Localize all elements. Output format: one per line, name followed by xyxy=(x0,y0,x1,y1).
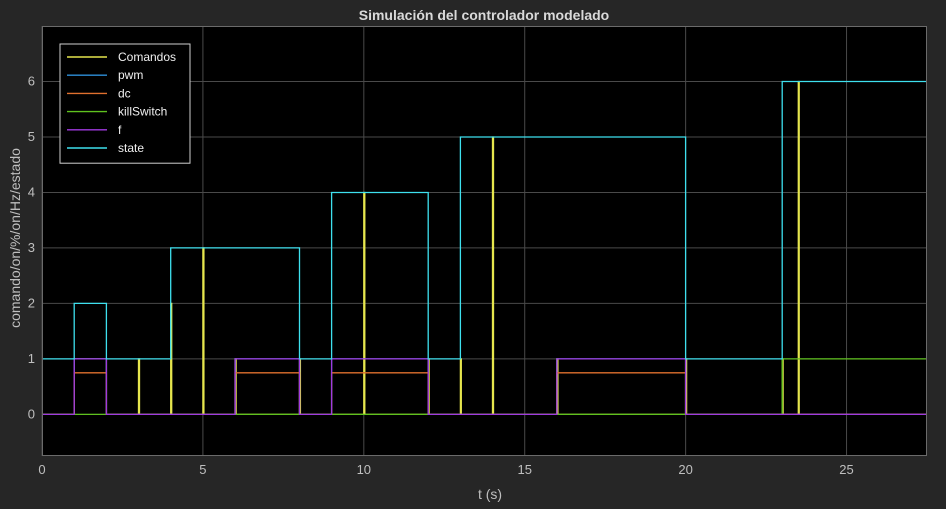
series-line-f xyxy=(42,358,927,416)
legend: Comandos pwm dc killSwitch f state xyxy=(59,43,191,164)
x-tick-labels: 0 5 10 15 20 25 xyxy=(38,462,853,477)
legend-label-f: f xyxy=(118,123,122,137)
y-tick-label: 6 xyxy=(28,73,35,88)
legend-label-state: state xyxy=(118,141,144,155)
x-tick-label: 25 xyxy=(839,462,853,477)
x-tick-label: 20 xyxy=(678,462,692,477)
y-tick-label: 5 xyxy=(28,129,35,144)
legend-label-killswitch: killSwitch xyxy=(118,105,167,119)
series-line-killswitch xyxy=(42,358,927,416)
series-line-state xyxy=(42,80,927,360)
plot-border xyxy=(42,26,927,456)
legend-label-dc: dc xyxy=(118,86,131,100)
legend-box xyxy=(59,43,191,164)
x-tick-label: 5 xyxy=(199,462,206,477)
y-tick-label: 3 xyxy=(28,240,35,255)
y-tick-label: 0 xyxy=(28,406,35,421)
y-tick-label: 2 xyxy=(28,295,35,310)
y-tick-labels: 0 1 2 3 4 5 6 xyxy=(28,73,35,421)
chart-title: Simulación del controlador modelado xyxy=(359,7,609,23)
y-tick-label: 1 xyxy=(28,351,35,366)
legend-label-pwm: pwm xyxy=(118,68,143,82)
x-axis-label: t (s) xyxy=(478,486,502,502)
x-tick-label: 10 xyxy=(357,462,371,477)
y-tick-label: 4 xyxy=(28,184,35,199)
x-tick-label: 0 xyxy=(38,462,45,477)
legend-label-comandos: Comandos xyxy=(118,50,176,64)
x-tick-label: 15 xyxy=(517,462,531,477)
series-group xyxy=(42,80,927,416)
y-axis-label: comando/on/%/on/Hz/estado xyxy=(7,148,23,328)
